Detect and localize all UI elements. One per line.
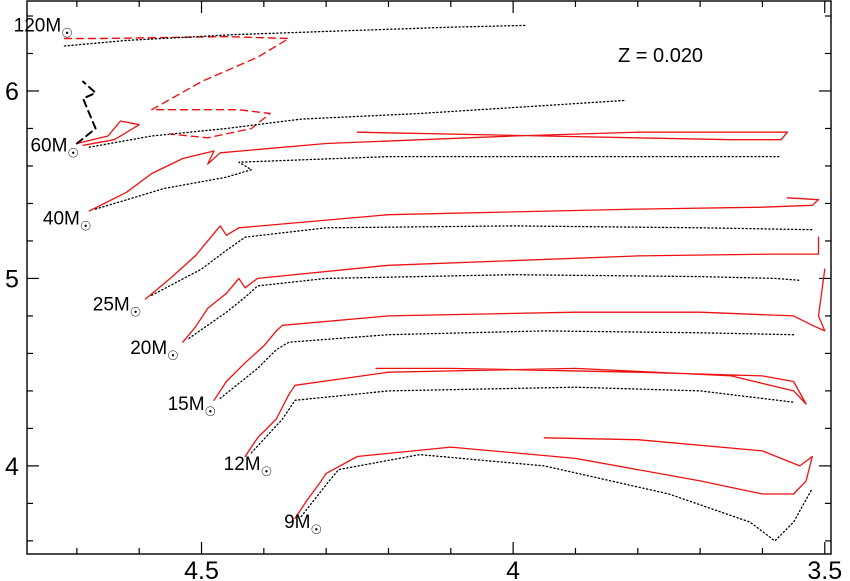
mass-labels: 120M☉ 60M☉ 40M☉ 25M☉ 20M☉ 15M☉ 12M☉ 9M☉ (14, 15, 322, 538)
evolution-tracks (63, 24, 826, 542)
y-tick-label: 5 (5, 265, 19, 293)
x-tick-label: 4.5 (184, 557, 219, 581)
track-60-dotted (88, 99, 626, 148)
y-tick-label: 6 (5, 78, 19, 106)
track-120-dotted (63, 24, 527, 47)
track-60-dashed (75, 80, 97, 145)
mass-label-20: 20M☉ (130, 338, 179, 364)
track-20-dotted (188, 274, 801, 340)
track-40-dotted (94, 155, 782, 210)
mass-label-60: 60M☉ (30, 135, 79, 161)
mass-label-12: 12M☉ (224, 454, 273, 480)
track-20-solid (182, 236, 820, 343)
mass-label-25: 25M☉ (93, 295, 142, 321)
track-40-solid (88, 131, 789, 212)
axis-ticks: 4.5 4 3.5 4 5 6 (5, 1, 842, 581)
x-tick-label: 3.5 (807, 557, 842, 581)
mass-label-15: 15M☉ (168, 394, 217, 420)
y-tick-label: 4 (5, 453, 19, 481)
mass-label-120: 120M☉ (14, 15, 73, 41)
track-12-dotted (250, 386, 795, 454)
track-9-solid (294, 437, 813, 520)
track-25-solid (144, 197, 820, 300)
plot-frame (26, 0, 832, 555)
track-15-dotted (219, 330, 795, 400)
track-15-solid (213, 268, 826, 401)
mass-label-40: 40M☉ (43, 208, 92, 234)
track-25-dotted (151, 225, 813, 296)
x-tick-label: 4 (506, 557, 520, 581)
mass-label-9: 9M☉ (284, 512, 322, 538)
track-12-solid (244, 367, 807, 458)
track-60-solid (76, 120, 140, 146)
metallicity-annotation: Z = 0.020 (618, 45, 703, 67)
track-120-dashed (63, 35, 290, 139)
track-9-dotted (300, 453, 813, 542)
